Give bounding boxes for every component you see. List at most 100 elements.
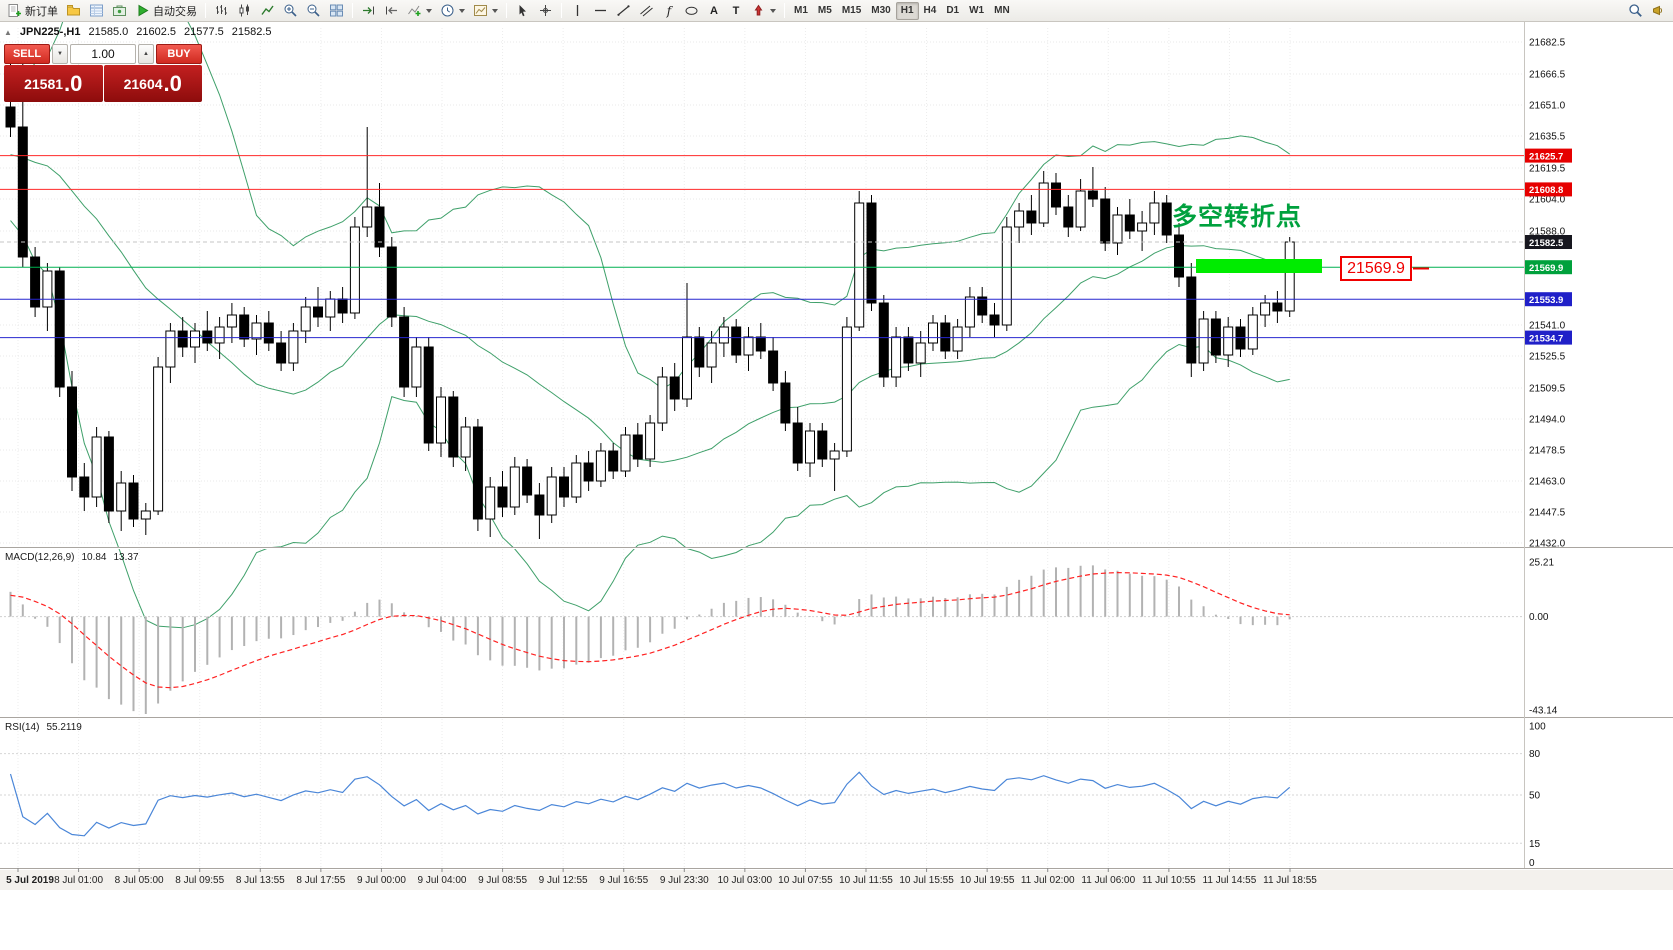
label-button[interactable]: T [725,1,747,21]
candle-body [1260,302,1271,316]
time-tick-label: 5 Jul 2019 [6,875,54,886]
arrows-dropdown-button[interactable] [747,1,780,21]
candle-body [30,256,41,308]
time-tick-label: 11 Jul 06:00 [1081,875,1135,886]
main-toolbar: 新订单 自动交易 [0,0,1673,22]
buy-price-display[interactable]: 21604 .0 [103,65,202,102]
candlestick-chart-button[interactable] [233,1,256,21]
text-button[interactable]: A [703,1,725,21]
shapes-button[interactable] [680,1,703,21]
price-callout-label[interactable]: 21569.9 [1340,256,1412,281]
candle-body [829,450,840,460]
chart-shift-button[interactable] [380,1,403,21]
candle-body [5,106,16,128]
timeframe-d1-button[interactable]: D1 [941,2,964,20]
toolbox-button[interactable] [108,1,131,21]
volume-increase-button[interactable]: ▲ [138,44,154,64]
price-tick-label: 21541.0 [1529,321,1566,332]
cursor-button[interactable] [511,1,534,21]
macd-tick-label: 25.21 [1529,558,1554,569]
market-watch-button[interactable] [85,1,108,21]
price-badge-text: 21582.5 [1529,238,1564,249]
candle-body [362,206,373,228]
timeframe-m30-button[interactable]: M30 [866,2,895,20]
bar-chart-button[interactable] [210,1,233,21]
periods-dropdown-button[interactable] [436,1,469,21]
timeframe-h1-button[interactable]: H1 [895,1,919,20]
turning-point-highlight-rectangle[interactable] [1196,259,1322,273]
zoom-out-button[interactable] [302,1,325,21]
candle-body [755,336,766,352]
candle-body [190,330,200,348]
profiles-icon [67,5,80,16]
candle-body [1014,210,1025,228]
buy-button[interactable]: BUY [156,44,202,64]
candlestick-chart-icon [239,4,249,17]
price-tick-label: 21525.5 [1529,352,1566,363]
price-tick-label: 21666.5 [1529,70,1566,81]
candle-body [928,322,938,344]
auto-scroll-button[interactable] [357,1,380,21]
macd-signal-line [10,571,1290,689]
timeframe-mn-button[interactable]: MN [989,2,1015,20]
candle-body [866,202,877,304]
time-tick-label: 11 Jul 14:55 [1203,875,1257,886]
price-badge-21625.7 [1525,148,1572,163]
line-chart-button[interactable] [256,1,279,21]
candle-body [571,462,582,498]
time-tick-label: 10 Jul 03:00 [718,875,773,886]
timeframe-w1-button[interactable]: W1 [964,2,989,20]
crosshair-button[interactable] [534,1,557,21]
price-level-lines[interactable] [0,155,1524,339]
price-tick-label: 21651.0 [1529,101,1566,112]
candle-body [423,346,434,444]
sell-button[interactable]: SELL [4,44,50,64]
chart-canvas[interactable]: 21682.5 21666.5 21651.0 21635.5 21619.5 21604… [0,0,1673,890]
new-order-label: 新订单 [25,5,58,18]
templates-dropdown-button[interactable] [469,1,502,21]
label-icon: T [732,4,740,17]
zoom-in-button[interactable] [279,1,302,21]
timeframe-h4-button[interactable]: H4 [919,2,942,20]
horizontal-line-button[interactable] [589,1,612,21]
clock-icon [441,4,454,17]
candle-body [472,426,483,520]
profiles-button[interactable] [62,1,85,21]
timeframe-m1-button[interactable]: M1 [789,2,813,20]
sell-price-display[interactable]: 21581 .0 [4,65,103,102]
vertical-line-button[interactable] [566,1,589,21]
candle-body [768,350,779,384]
volume-decrease-button[interactable]: ▼ [52,44,68,64]
price-badge-text: 21553.9 [1529,295,1563,306]
community-button[interactable] [1647,1,1670,21]
zoom-out-icon [307,4,320,17]
trendline-button[interactable] [612,1,635,21]
timeframe-m5-button[interactable]: M5 [813,2,837,20]
search-button[interactable] [1624,1,1647,21]
toolbar-separator [205,3,206,18]
time-tick-label: 9 Jul 23:30 [660,875,709,886]
candle-body [17,126,28,258]
chart-annotation-text[interactable]: 多空转折点 [1172,203,1303,231]
timeframe-m15-button[interactable]: M15 [837,2,866,20]
equidistant-channel-button[interactable] [635,1,658,21]
candle-body [694,336,705,368]
indicators-button[interactable] [403,1,436,21]
candle-body [632,434,643,460]
rsi-tick-label: 0 [1529,858,1535,869]
collapse-panel-icon[interactable]: ▲ [4,27,12,37]
candle-body [485,486,496,520]
algo-trading-button[interactable]: 自动交易 [131,1,201,21]
tile-windows-button[interactable] [325,1,348,21]
candle-body [411,346,422,388]
candle-body [731,326,742,356]
candle-body [645,422,656,460]
candle-body [743,336,754,356]
chart-shift-icon [386,6,397,15]
fibonacci-button[interactable]: f [658,1,680,21]
time-tick-label: 9 Jul 04:00 [418,875,467,886]
volume-input[interactable] [70,44,136,64]
buy-price-frac: .0 [163,70,182,96]
new-order-button[interactable]: 新订单 [3,1,62,21]
candle-body [1174,234,1184,278]
